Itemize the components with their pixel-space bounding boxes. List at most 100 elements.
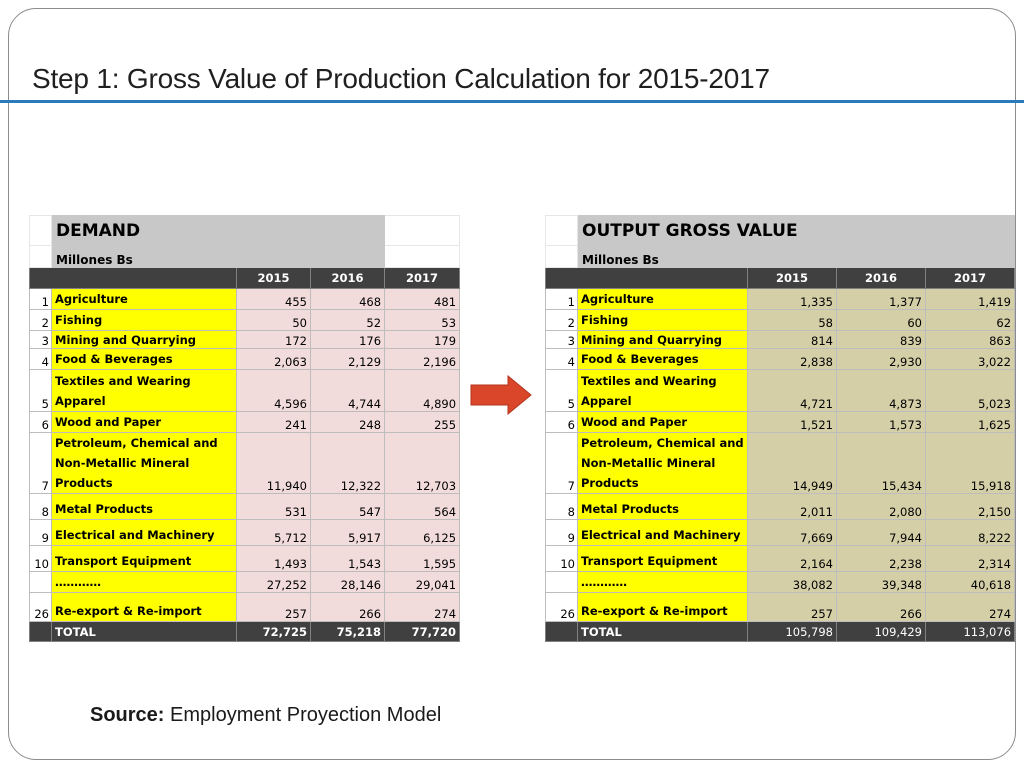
sector-label: Food & Beverages <box>51 348 237 370</box>
total-value: 113,076 <box>924 621 1016 642</box>
value-cell: 4,596 <box>236 369 311 412</box>
value-cell: 7,669 <box>747 519 837 546</box>
total-row: TOTAL 105,798 109,429 113,076 <box>545 621 1016 642</box>
value-cell: 4,873 <box>836 369 926 412</box>
value-cell: 839 <box>836 330 926 349</box>
sector-label: Metal Products <box>51 493 237 520</box>
value-cell: 179 <box>384 330 461 349</box>
sector-label: Transport Equipment <box>577 545 748 572</box>
table-row: 26 Re-export & Re-import 257 266 274 <box>29 592 461 622</box>
value-cell: 15,434 <box>836 432 926 494</box>
total-value: 72,725 <box>236 621 311 642</box>
value-cell: 8,222 <box>924 519 1016 546</box>
value-cell: 11,940 <box>236 432 311 494</box>
row-index: 9 <box>29 519 52 546</box>
title-rule <box>0 100 1024 103</box>
sector-label: Fishing <box>577 309 748 331</box>
sector-label: Agriculture <box>577 288 748 310</box>
row-index: 5 <box>29 369 52 412</box>
row-index: 2 <box>545 309 578 331</box>
table-unit: Millones Bs <box>576 245 1016 268</box>
row-index: 3 <box>29 330 52 349</box>
value-cell: 12,322 <box>309 432 386 494</box>
value-cell: 38,082 <box>747 571 837 593</box>
sector-label: Electrical and Machinery <box>51 519 237 546</box>
row-index: 3 <box>545 330 578 349</box>
row-index: 6 <box>29 411 52 433</box>
value-cell: 2,930 <box>836 348 926 370</box>
sector-label: Metal Products <box>577 493 748 520</box>
row-index <box>29 571 52 593</box>
value-cell: 564 <box>384 493 461 520</box>
row-index <box>545 571 578 593</box>
value-cell: 50 <box>236 309 311 331</box>
value-cell: 1,521 <box>747 411 837 433</box>
value-cell: 1,625 <box>924 411 1016 433</box>
year-header: 2016 <box>836 267 926 289</box>
value-cell: 481 <box>384 288 461 310</box>
value-cell: 4,744 <box>309 369 386 412</box>
value-cell: 266 <box>309 592 386 622</box>
value-cell: 274 <box>384 592 461 622</box>
table-row: 1 Agriculture 455 468 481 <box>29 288 461 310</box>
value-cell: 4,721 <box>747 369 837 412</box>
year-header: 2017 <box>924 267 1016 289</box>
row-index: 1 <box>545 288 578 310</box>
row-index: 1 <box>29 288 52 310</box>
corner-cell <box>545 215 578 246</box>
source-line: Source: Employment Proyection Model <box>90 704 441 727</box>
value-cell: 12,703 <box>384 432 461 494</box>
sector-label: ………… <box>577 571 748 593</box>
table-title: OUTPUT GROSS VALUE <box>576 215 1016 246</box>
corner-cell <box>29 215 52 246</box>
total-value: 109,429 <box>836 621 926 642</box>
value-cell: 863 <box>924 330 1016 349</box>
row-index: 7 <box>545 432 578 494</box>
value-cell: 1,573 <box>836 411 926 433</box>
row-index: 26 <box>29 592 52 622</box>
sector-label: Fishing <box>51 309 237 331</box>
table-title: DEMAND <box>50 215 386 246</box>
value-cell: 1,419 <box>924 288 1016 310</box>
value-cell: 255 <box>384 411 461 433</box>
sector-label: Mining and Quarrying <box>577 330 748 349</box>
table-row: 8 Metal Products 2,011 2,080 2,150 <box>545 493 1016 520</box>
table-row: 2 Fishing 50 52 53 <box>29 309 461 331</box>
value-cell: 2,150 <box>924 493 1016 520</box>
table-row: 10 Transport Equipment 1,493 1,543 1,595 <box>29 545 461 572</box>
year-header: 2015 <box>747 267 837 289</box>
value-cell: 241 <box>236 411 311 433</box>
total-index-blank <box>29 621 52 642</box>
value-cell: 5,712 <box>236 519 311 546</box>
sector-label: Electrical and Machinery <box>577 519 748 546</box>
table-row: 7 Petroleum, Chemical and Non-Metallic M… <box>545 432 1016 494</box>
value-cell: 1,377 <box>836 288 926 310</box>
value-cell: 58 <box>747 309 837 331</box>
year-header-blank <box>545 267 748 289</box>
table-row: 6 Wood and Paper 241 248 255 <box>29 411 461 433</box>
row-index: 2 <box>29 309 52 331</box>
table-row: 6 Wood and Paper 1,521 1,573 1,625 <box>545 411 1016 433</box>
year-header-blank <box>29 267 237 289</box>
value-cell: 53 <box>384 309 461 331</box>
sector-label: Re-export & Re-import <box>577 592 748 622</box>
total-index-blank <box>545 621 578 642</box>
value-cell: 531 <box>236 493 311 520</box>
row-index: 4 <box>29 348 52 370</box>
value-cell: 2,238 <box>836 545 926 572</box>
row-index: 7 <box>29 432 52 494</box>
corner-cell <box>29 245 52 268</box>
row-index: 10 <box>29 545 52 572</box>
value-cell: 814 <box>747 330 837 349</box>
table-row: 26 Re-export & Re-import 257 266 274 <box>545 592 1016 622</box>
table-row: ………… 38,082 39,348 40,618 <box>545 571 1016 593</box>
value-cell: 39,348 <box>836 571 926 593</box>
value-cell: 5,023 <box>924 369 1016 412</box>
corner-cell <box>545 245 578 268</box>
sector-label: Transport Equipment <box>51 545 237 572</box>
table-row: 4 Food & Beverages 2,063 2,129 2,196 <box>29 348 461 370</box>
value-cell: 2,164 <box>747 545 837 572</box>
table-row: 5 Textiles and Wearing Apparel 4,596 4,7… <box>29 369 461 412</box>
table-unit: Millones Bs <box>50 245 386 268</box>
table-row: 7 Petroleum, Chemical and Non-Metallic M… <box>29 432 461 494</box>
